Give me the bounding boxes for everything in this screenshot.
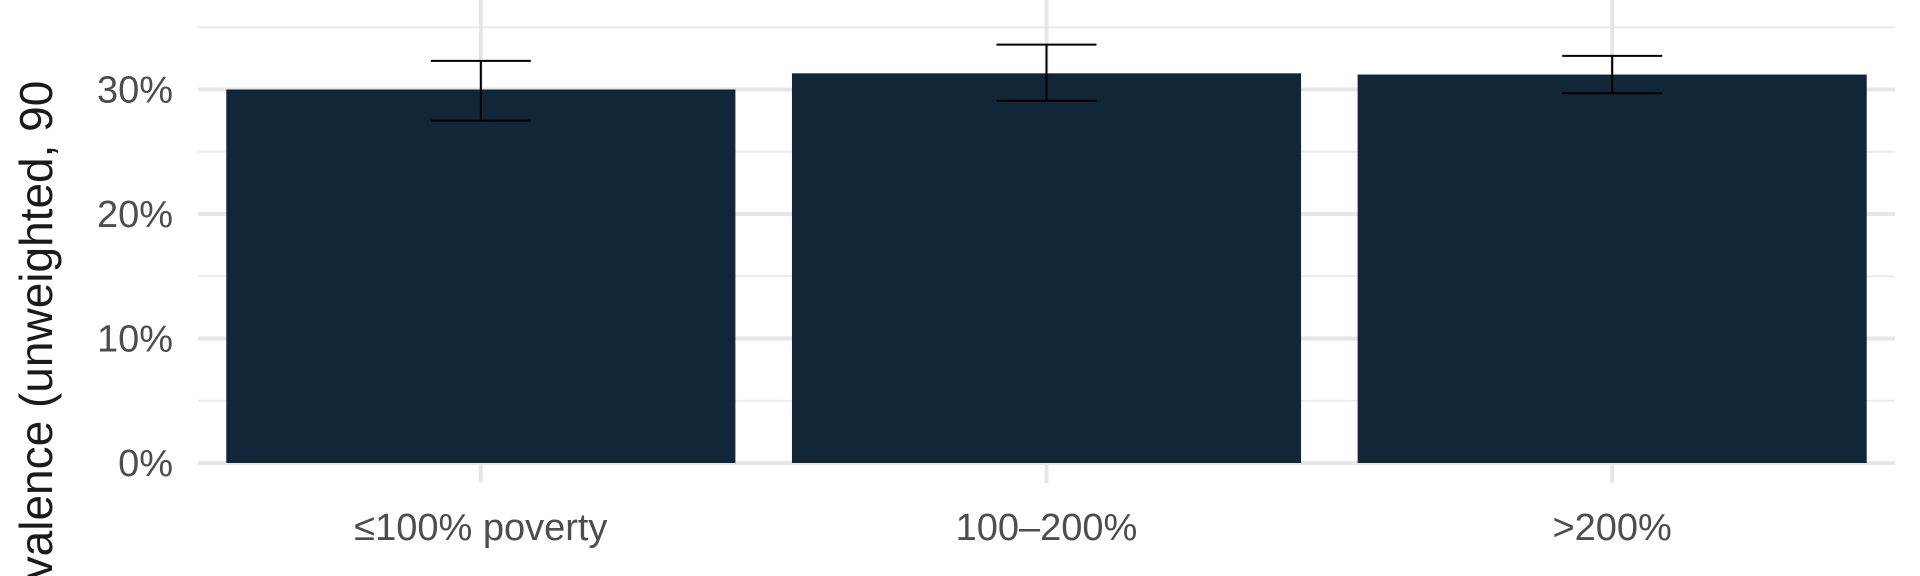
x-tick-label: 100–200%	[956, 507, 1138, 549]
y-axis-ticks: 0% 10% 20% 30%	[97, 70, 173, 486]
y-axis-title: valence (unweighted, 90	[10, 81, 62, 576]
x-tick-label: >200%	[1552, 507, 1671, 549]
x-axis-ticks: ≤100% poverty 100–200% >200%	[354, 507, 1672, 549]
bar	[226, 89, 736, 463]
bars	[226, 73, 1867, 463]
error-bars	[430, 43, 1663, 122]
bar	[791, 73, 1302, 463]
bar	[1357, 74, 1867, 463]
y-tick-label: 30%	[97, 70, 173, 112]
y-tick-label: 10%	[97, 319, 173, 361]
x-tick-label: ≤100% poverty	[354, 507, 607, 549]
y-tick-label: 0%	[118, 443, 173, 485]
y-tick-label: 20%	[97, 194, 173, 236]
